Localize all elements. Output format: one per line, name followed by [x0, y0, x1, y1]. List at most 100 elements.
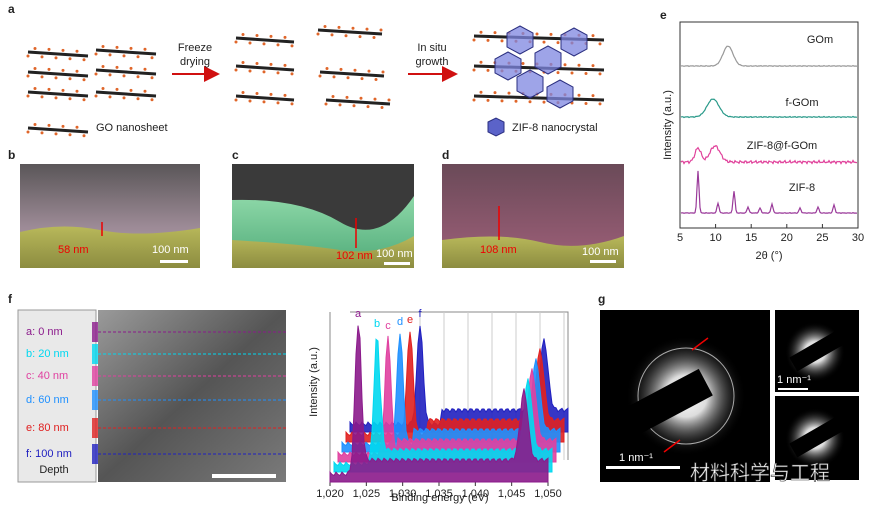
peak-label: f	[418, 308, 422, 320]
nanosheet-illustration	[26, 24, 605, 138]
functional-group	[500, 99, 504, 103]
nanosheet	[27, 126, 89, 134]
functional-group	[234, 98, 238, 102]
functional-group	[472, 98, 476, 102]
substrate	[232, 236, 414, 268]
functional-group	[150, 76, 154, 80]
functional-group	[68, 133, 72, 137]
depth-label: d: 60 nm	[26, 394, 69, 406]
x-tick-label: 1,040	[462, 488, 490, 500]
functional-group	[584, 71, 588, 75]
nanosheet	[235, 94, 295, 102]
functional-group	[570, 71, 574, 75]
scale-bar	[778, 388, 808, 390]
functional-group	[346, 76, 350, 80]
x-axis-label: Binding energy (eV)	[391, 492, 488, 504]
functional-group	[54, 56, 58, 60]
functional-group	[379, 28, 383, 32]
functional-group	[75, 125, 79, 129]
functional-group	[26, 94, 30, 98]
functional-group	[563, 63, 567, 67]
functional-group	[486, 98, 490, 102]
thickness-label: 102 nm	[336, 250, 373, 262]
depth-scale: a: 0 nm b: 20 nm c: 40 nm d: 60 nm e: 80 nm f…	[26, 322, 286, 464]
functional-group	[316, 32, 320, 36]
scale-bar	[590, 260, 616, 263]
functional-group	[479, 30, 483, 34]
functional-group	[241, 90, 245, 94]
functional-group	[248, 69, 252, 73]
functional-group	[68, 77, 72, 81]
functional-group	[330, 33, 334, 37]
functional-group	[94, 52, 98, 56]
functional-group	[577, 93, 581, 97]
scale-label: 100 nm	[376, 248, 413, 260]
functional-group	[262, 42, 266, 46]
functional-group	[115, 65, 119, 69]
functional-group	[108, 73, 112, 77]
functional-group	[542, 40, 546, 44]
functional-group	[380, 106, 384, 109]
scale-bar	[160, 260, 188, 263]
functional-group	[47, 123, 51, 127]
functional-group	[337, 25, 341, 29]
x-tick-label: 1,020	[316, 488, 344, 500]
beam-stop	[789, 413, 850, 458]
functional-group	[353, 68, 357, 72]
functional-group	[283, 93, 287, 97]
nanosheet	[95, 90, 157, 98]
functional-group	[591, 94, 595, 98]
functional-group	[101, 86, 105, 90]
functional-group	[290, 102, 294, 106]
panel-label: e	[660, 8, 667, 22]
functional-group	[115, 87, 119, 91]
x-tick-label: 30	[852, 232, 864, 244]
functional-group	[75, 69, 79, 73]
functional-group	[136, 75, 140, 79]
functional-group	[33, 122, 37, 126]
depth-label: e: 80 nm	[26, 422, 69, 434]
functional-group	[367, 69, 371, 73]
functional-group	[40, 55, 44, 59]
functional-group	[101, 44, 105, 48]
functional-group	[366, 105, 370, 109]
functional-group	[276, 43, 280, 47]
functional-group	[82, 78, 86, 82]
functional-group	[269, 92, 273, 96]
functional-group	[479, 90, 483, 94]
functional-group	[372, 36, 376, 39]
panel-label: c	[232, 148, 239, 162]
functional-group	[82, 58, 86, 62]
nanosheet	[235, 64, 295, 72]
functional-group	[47, 67, 51, 71]
functional-group	[542, 100, 546, 104]
depth-bracket	[92, 444, 98, 464]
step-label: In situ	[417, 42, 446, 54]
legend-label: ZIF-8 nanocrystal	[512, 122, 598, 134]
thickness-label: 58 nm	[58, 244, 89, 256]
functional-group	[101, 64, 105, 68]
functional-group	[345, 95, 349, 99]
zif-crystal	[546, 79, 574, 109]
depth-label: b: 20 nm	[26, 348, 69, 360]
zif-icon	[487, 117, 505, 137]
x-tick-label: 1,050	[534, 488, 562, 500]
functional-group	[535, 32, 539, 36]
functional-group	[486, 38, 490, 42]
functional-group	[54, 76, 58, 80]
functional-group	[136, 97, 140, 101]
functional-group	[324, 102, 328, 106]
step-label: Freeze	[178, 42, 212, 54]
nanosheet	[235, 36, 295, 44]
beam-stop	[789, 327, 850, 372]
functional-group	[94, 72, 98, 76]
functional-group	[129, 88, 133, 92]
watermark: 材料科学与工程	[690, 461, 830, 484]
nanosheet	[27, 50, 89, 58]
x-tick-label: 1,035	[425, 488, 453, 500]
functional-group	[528, 100, 532, 104]
functional-group	[507, 91, 511, 95]
functional-group	[94, 94, 98, 98]
sem-image	[98, 310, 286, 482]
functional-group	[108, 95, 112, 99]
